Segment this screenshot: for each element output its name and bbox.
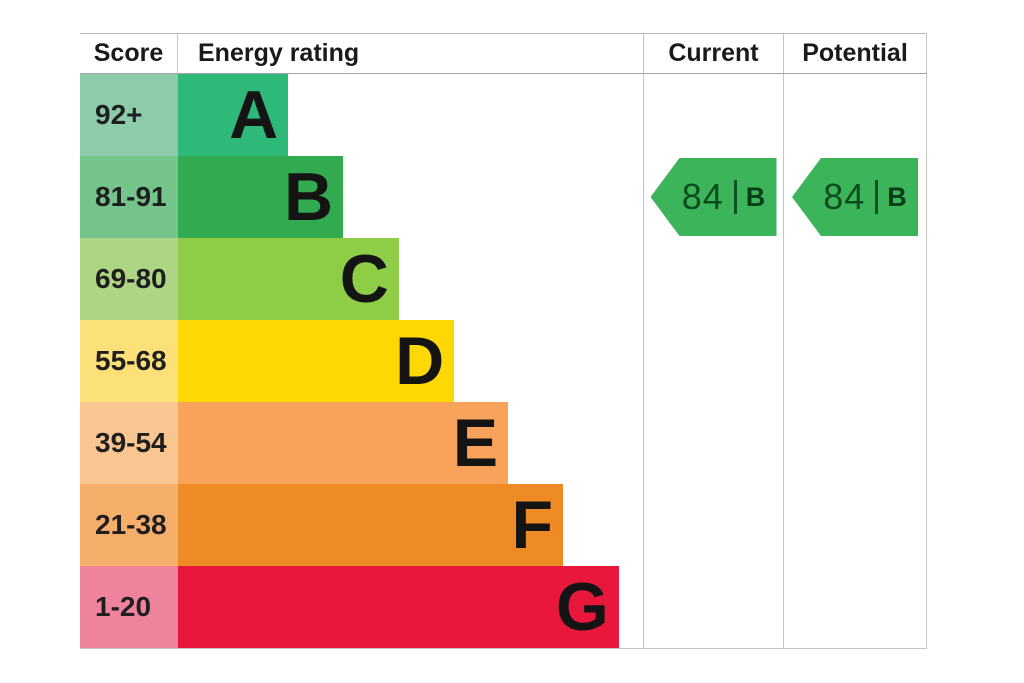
rating-cell: A (178, 74, 643, 156)
potential-cell (783, 566, 927, 648)
rating-bar-e: E (178, 402, 509, 484)
band-row-e: 39-54 E (80, 402, 927, 484)
potential-cell: 84 B (783, 156, 927, 238)
rating-cell: C (178, 238, 643, 320)
band-row-f: 21-38 F (80, 484, 927, 566)
current-cell: 84 B (643, 156, 783, 238)
chart-header-row: Score Energy rating Current Potential (80, 34, 927, 74)
header-potential-label: Potential (783, 34, 927, 73)
rating-letter: F (511, 487, 554, 563)
score-range-label: 39-54 (80, 402, 178, 484)
band-rows: 92+ A 81-91 B 84 B 84 B 69-80 C (80, 74, 927, 648)
rating-cell: E (178, 402, 643, 484)
rating-letter: B (283, 159, 334, 235)
band-row-d: 55-68 D (80, 320, 927, 402)
band-row-g: 1-20 G (80, 566, 927, 648)
score-range-label: 1-20 (80, 566, 178, 648)
rating-cell: B (178, 156, 643, 238)
rating-bar-c: C (178, 238, 399, 320)
rating-bar-g: G (178, 566, 619, 648)
current-rating-value: 84 (681, 176, 724, 217)
rating-cell: G (178, 566, 643, 648)
current-cell (643, 402, 783, 484)
rating-letter: D (395, 323, 445, 399)
current-rating-badge: 84 B (650, 158, 777, 236)
rating-letter: G (555, 569, 609, 645)
potential-cell (783, 238, 927, 320)
current-cell (643, 320, 783, 402)
header-score-label: Score (80, 34, 178, 73)
band-row-c: 69-80 C (80, 238, 927, 320)
epc-rating-chart: Score Energy rating Current Potential 92… (80, 33, 927, 649)
score-range-label: 81-91 (80, 156, 178, 238)
rating-cell: D (178, 320, 643, 402)
potential-rating-badge: 84 B (792, 158, 918, 236)
band-row-b: 81-91 B 84 B 84 B (80, 156, 927, 238)
potential-rating-value: 84 (823, 176, 866, 217)
badge-separator (875, 180, 879, 214)
potential-rating-band: B (887, 181, 907, 212)
rating-bar-f: F (178, 484, 564, 566)
rating-cell: F (178, 484, 643, 566)
current-cell (643, 74, 783, 156)
score-range-label: 21-38 (80, 484, 178, 566)
rating-letter: A (229, 77, 279, 153)
header-energy-rating-label: Energy rating (198, 39, 360, 67)
potential-cell (783, 402, 927, 484)
rating-bar-d: D (178, 320, 455, 402)
score-range-label: 92+ (80, 74, 178, 156)
rating-bar-a: A (178, 74, 289, 156)
rating-letter: C (339, 241, 389, 317)
potential-cell (783, 320, 927, 402)
current-cell (643, 238, 783, 320)
badge-separator (733, 180, 737, 214)
current-cell (643, 566, 783, 648)
current-rating-band: B (745, 181, 766, 212)
rating-letter: E (452, 405, 499, 481)
score-range-label: 69-80 (80, 238, 178, 320)
current-cell (643, 484, 783, 566)
potential-cell (783, 484, 927, 566)
potential-cell (783, 74, 927, 156)
score-range-label: 55-68 (80, 320, 178, 402)
band-row-a: 92+ A (80, 74, 927, 156)
rating-bar-b: B (178, 156, 344, 238)
header-current-label: Current (643, 34, 783, 73)
